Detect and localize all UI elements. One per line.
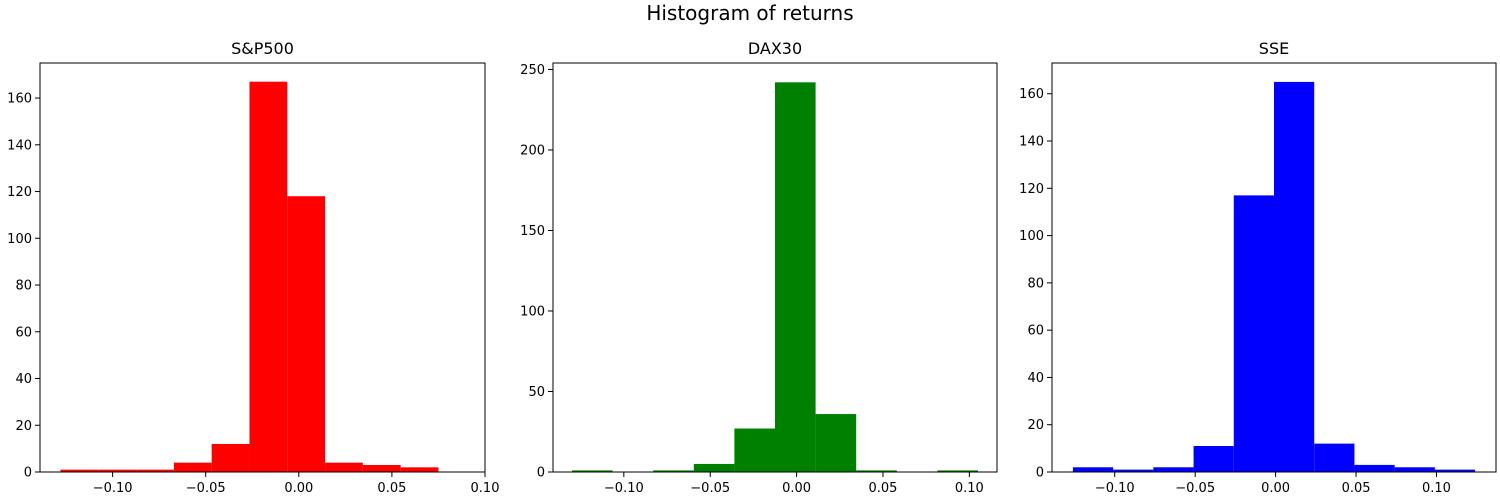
histogram-bar — [325, 462, 363, 472]
histogram-bar — [1354, 464, 1395, 472]
histogram-bar — [1394, 467, 1435, 472]
y-tick-label: 100 — [7, 232, 32, 247]
y-tick-label: 20 — [15, 419, 32, 434]
subplot-dax30: DAX30 −0.10 −0.05 0.00 0.05 0.10 0 50 100 150 200 2… — [520, 39, 998, 496]
y-tick-label: 200 — [520, 143, 545, 158]
histogram-bar — [173, 462, 212, 472]
y-tick-label: 60 — [15, 325, 32, 340]
histogram-bar — [211, 443, 250, 472]
subplot-title-dax30: DAX30 — [748, 39, 802, 58]
histogram-bar — [1233, 195, 1274, 472]
x-tick-label: −0.05 — [1175, 481, 1215, 496]
x-tick-label: 0.05 — [1342, 481, 1371, 496]
histogram-bar — [653, 470, 694, 472]
x-tick-label: 0.00 — [1261, 481, 1290, 496]
x-tick-label: 0.05 — [869, 481, 898, 496]
y-tick-label: 50 — [528, 385, 545, 400]
histogram-bar — [98, 469, 137, 472]
histogram-bar — [775, 82, 816, 472]
subplot-title-sp500: S&P500 — [231, 39, 294, 58]
histogram-bar — [693, 463, 735, 472]
y-tick-label: 40 — [1027, 371, 1044, 386]
histogram-bar — [400, 467, 439, 472]
y-tick-label: 40 — [15, 372, 32, 387]
y-tick-label: 160 — [1019, 87, 1044, 102]
histogram-bar — [362, 464, 401, 472]
y-tick-label: 100 — [520, 304, 545, 319]
figure-title: Histogram of returns — [646, 1, 854, 25]
histogram-bar — [1113, 469, 1154, 472]
y-tick-label: 100 — [1019, 229, 1044, 244]
histogram-bar — [1153, 467, 1194, 472]
y-tick-label: 0 — [24, 466, 32, 481]
x-tick-label: 0.10 — [955, 481, 984, 496]
x-tick-label: 0.10 — [1422, 481, 1451, 496]
y-tick-label: 60 — [1027, 324, 1044, 339]
x-tick-label: −0.10 — [604, 481, 644, 496]
y-tick-label: 0 — [1036, 466, 1044, 481]
x-tick-label: 0.00 — [284, 481, 313, 496]
axes-frame — [39, 62, 486, 473]
x-tick-label: 0.00 — [782, 481, 811, 496]
histogram-bar — [60, 469, 99, 472]
y-tick-label: 80 — [15, 279, 32, 294]
x-tick-label: −0.10 — [1095, 481, 1135, 496]
y-tick-label: 160 — [7, 92, 32, 107]
histogram-bar — [1193, 445, 1234, 472]
x-tick-label: −0.10 — [93, 481, 133, 496]
histogram-bar — [937, 470, 978, 472]
subplot-sse: SSE −0.10 −0.05 0.00 0.05 0.10 0 20 40 60 80 100 120… — [1019, 39, 1497, 496]
histogram-bar — [1434, 469, 1476, 472]
x-tick-label: −0.05 — [186, 481, 226, 496]
axes-frame — [552, 62, 998, 473]
histogram-bar — [1072, 467, 1114, 472]
subplot-sp500: S&P500 −0.10 −0.05 0.00 0.05 0.10 0 20 40 60 80 100… — [7, 39, 499, 496]
x-tick-label: 0.05 — [377, 481, 406, 496]
histogram-bar — [1274, 81, 1315, 472]
histogram-bar — [136, 469, 174, 472]
histogram-bar — [572, 470, 613, 472]
histogram-bar — [249, 81, 288, 472]
y-tick-label: 140 — [7, 138, 32, 153]
y-tick-label: 150 — [520, 224, 545, 239]
x-tick-label: −0.05 — [690, 481, 730, 496]
y-tick-label: 20 — [1027, 418, 1044, 433]
histogram-bar — [1314, 443, 1355, 472]
histogram-bar — [734, 428, 775, 472]
axes-frame — [1051, 62, 1497, 473]
histogram-bar — [287, 196, 326, 472]
y-tick-label: 80 — [1027, 276, 1044, 291]
y-tick-label: 140 — [1019, 135, 1044, 150]
y-tick-label: 0 — [537, 466, 545, 481]
histogram-bar — [856, 470, 897, 472]
y-tick-label: 120 — [1019, 182, 1044, 197]
x-tick-label: 0.10 — [471, 481, 500, 496]
histogram-bar — [815, 414, 857, 472]
y-tick-label: 250 — [520, 63, 545, 78]
subplot-title-sse: SSE — [1259, 39, 1289, 58]
y-tick-label: 120 — [7, 185, 32, 200]
